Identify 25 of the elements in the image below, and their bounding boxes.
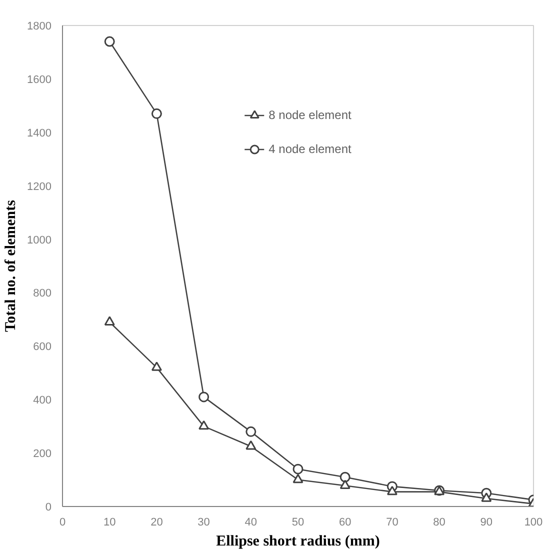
y-tick-label: 1400 — [27, 127, 52, 140]
y-tick-label: 1600 — [27, 74, 52, 86]
x-tick-label: 90 — [480, 516, 493, 528]
y-tick-label: 1200 — [27, 180, 52, 193]
x-tick-label: 80 — [433, 516, 446, 528]
y-axis-title: Total no. of elements — [3, 200, 20, 332]
y-tick-label: 600 — [33, 341, 52, 354]
y-tick-label: 800 — [33, 288, 52, 300]
x-tick-label: 50 — [292, 516, 304, 528]
y-tick-label: 200 — [33, 448, 52, 460]
x-tick-label: 60 — [338, 516, 352, 528]
legend-label: 8 node element — [268, 108, 352, 122]
x-tick-label: 30 — [198, 516, 210, 528]
y-tick-label: 0 — [45, 502, 52, 514]
x-tick-label: 10 — [103, 516, 116, 528]
legend-label: 4 node element — [268, 142, 352, 156]
x-tick-label: 100 — [524, 516, 543, 528]
y-tick-label: 1000 — [27, 234, 52, 246]
x-tick-label: 40 — [244, 516, 258, 528]
y-tick-label: 1800 — [27, 20, 52, 32]
x-tick-label: 0 — [59, 516, 66, 528]
y-tick-label: 400 — [33, 394, 52, 407]
x-tick-label: 20 — [150, 516, 163, 528]
x-axis-title: Ellipse short radius (mm) — [216, 534, 380, 550]
x-tick-label: 70 — [386, 516, 398, 528]
